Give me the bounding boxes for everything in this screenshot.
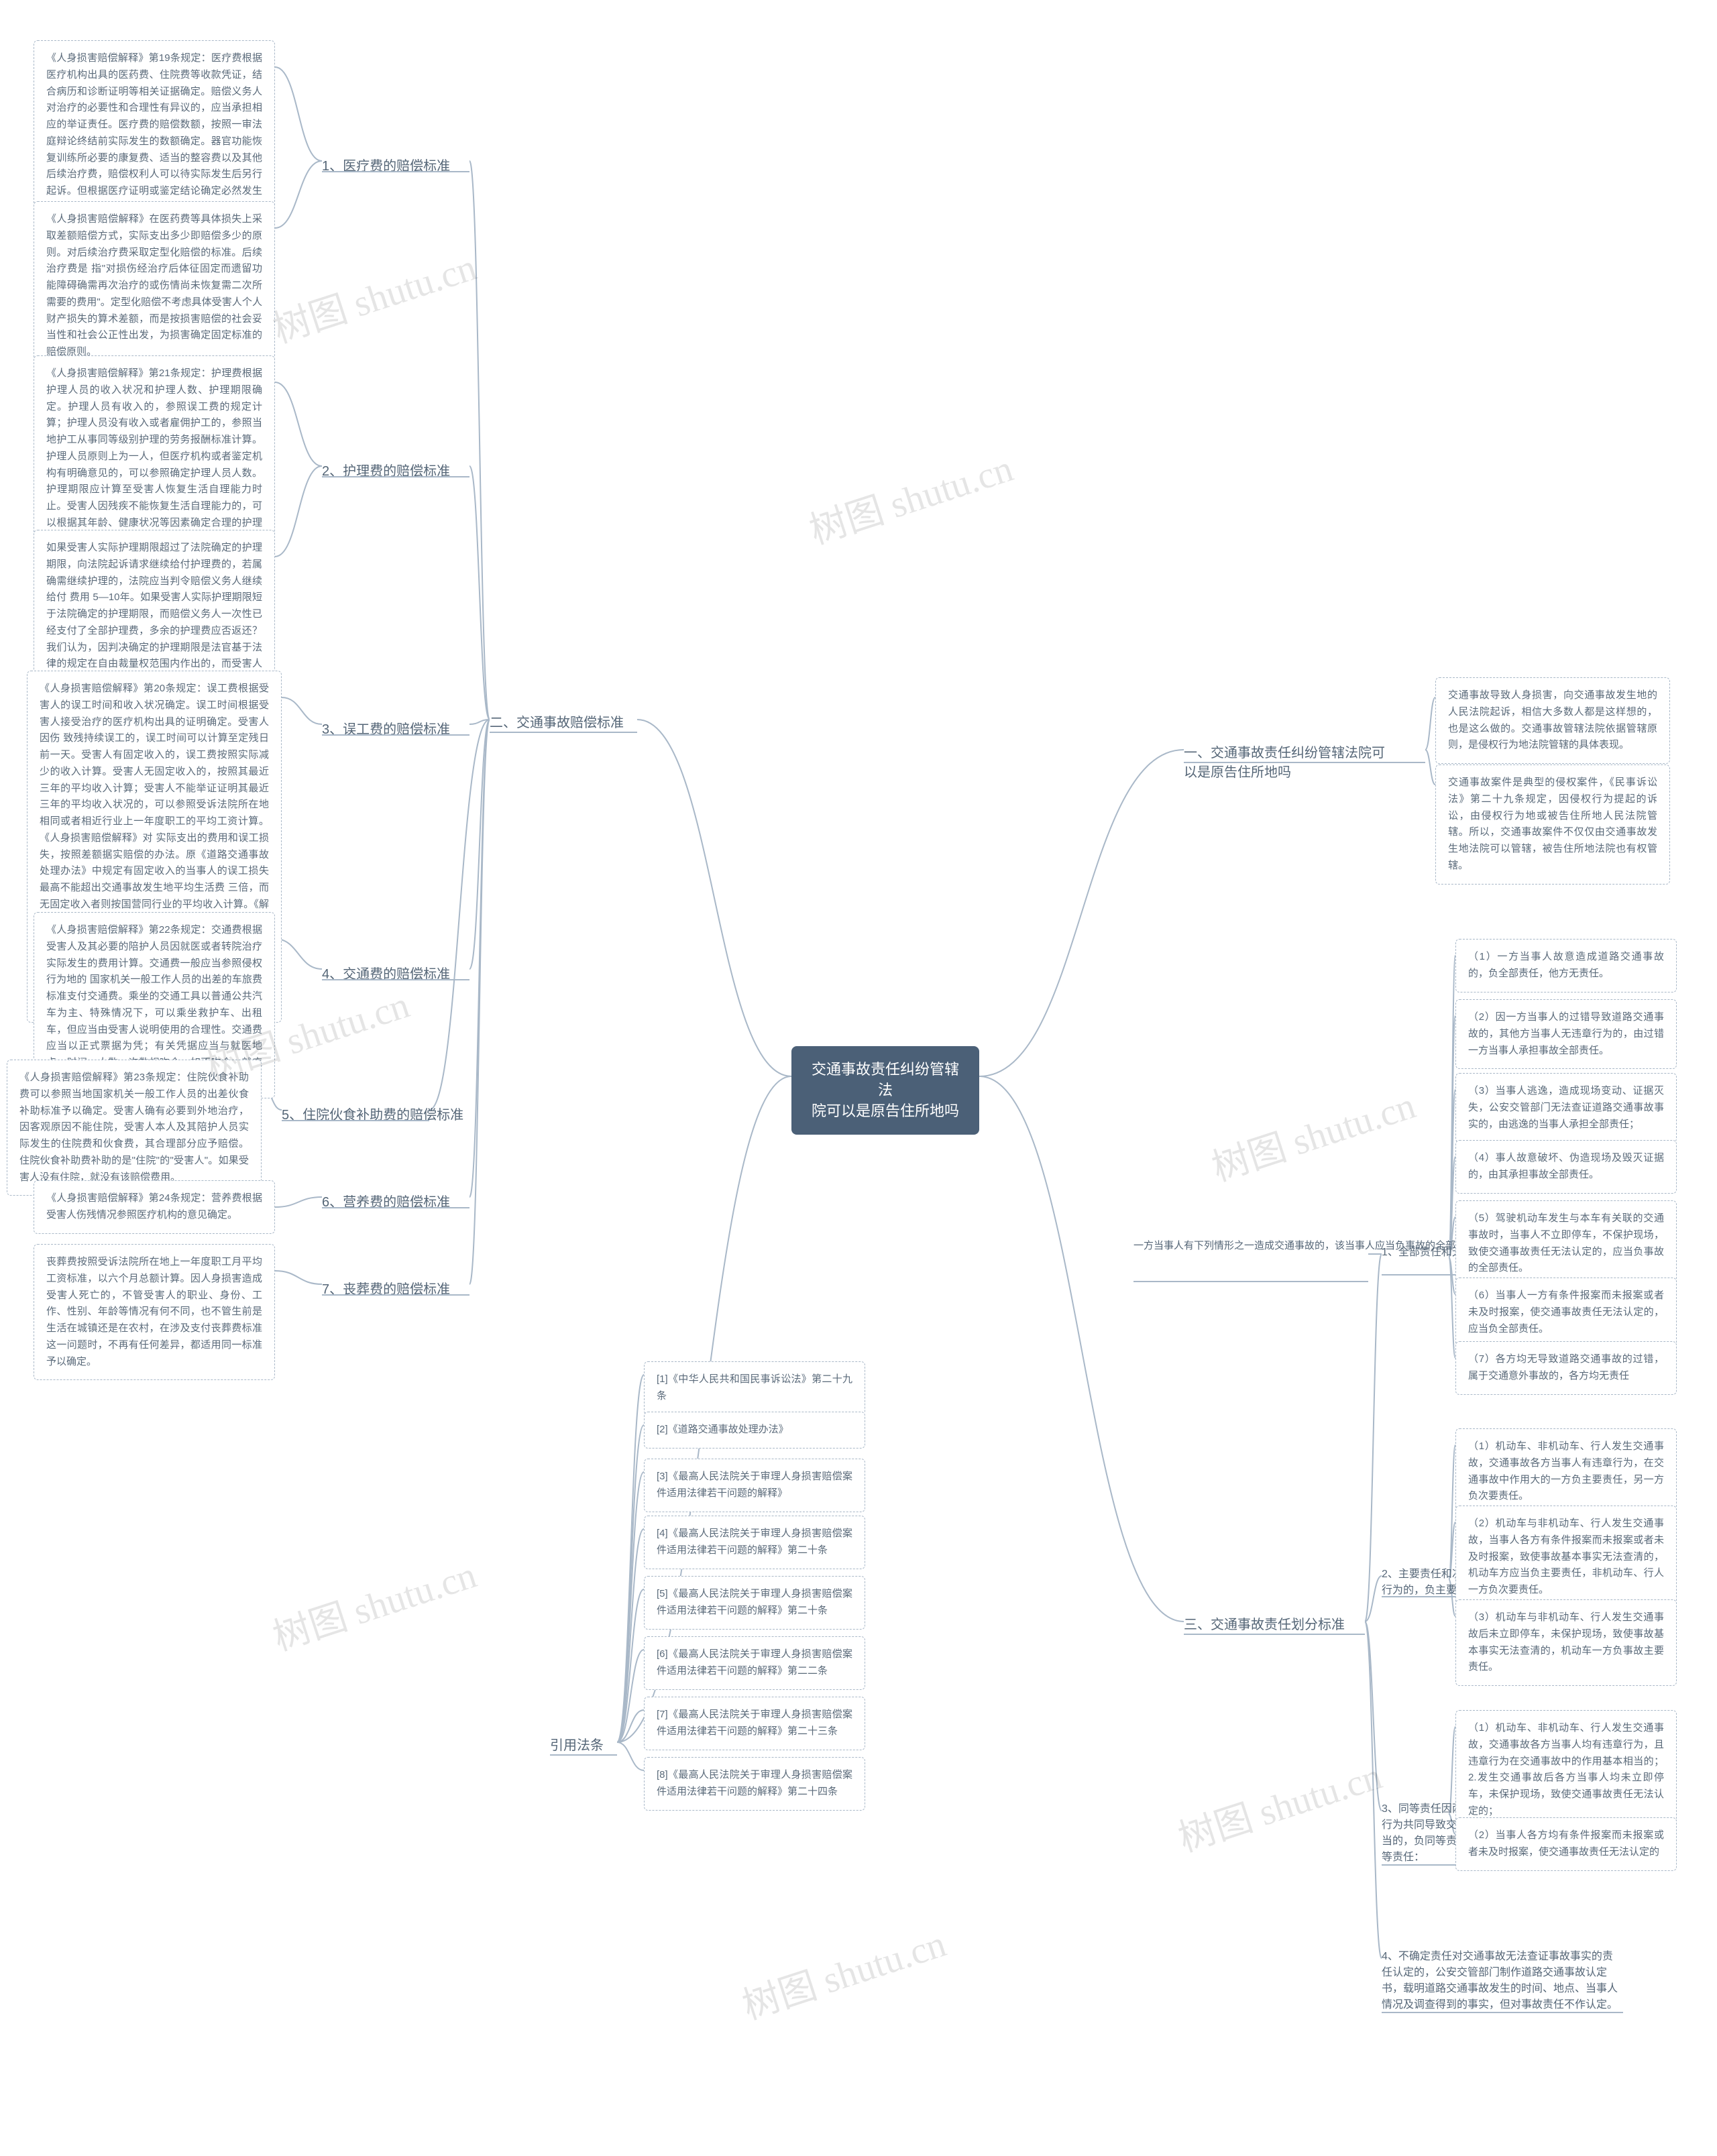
leaf-m10: 丧葬费按照受诉法院所在地上一年度职工月平均工资标准，以六个月总额计算。因人身损害… bbox=[34, 1244, 275, 1380]
leaf-r6: （6）当事人一方有条件报案而未报案或者未及时报案，使交通事故责任无法认定的，应当… bbox=[1455, 1278, 1677, 1347]
sub-s21: 1、医疗费的赔偿标准 bbox=[322, 151, 469, 178]
leaf-r2: （2）因一方当事人的过错导致道路交通事故的，其他方当事人无违章行为的，由过错一方… bbox=[1455, 999, 1677, 1069]
leaf-e2: （2）当事人各方均有条件报案而未报案或者未及时报案，使交通事故责任无法认定的 bbox=[1455, 1817, 1677, 1871]
leaf-q2: （2）机动车与非机动车、行人发生交通事故，当事人各方有条件报案而未报案或者未及时… bbox=[1455, 1506, 1677, 1609]
root-node: 交通事故责任纠纷管辖法 院可以是原告住所地吗 bbox=[791, 1046, 979, 1135]
leaf-c1: [1]《中华人民共和国民事诉讼法》第二十九条 bbox=[644, 1361, 865, 1415]
leaf-m9: 《人身损害赔偿解释》第24条规定：营养费根据受害人伤残情况参照医疗机构的意见确定… bbox=[34, 1180, 275, 1234]
sub-s23: 3、误工费的赔偿标准 bbox=[322, 714, 469, 742]
leaf-q1: （1）机动车、非机动车、行人发生交通事故，交通事故各方当事人有违章行为，在交通事… bbox=[1455, 1428, 1677, 1515]
wrap-s31: 一方当事人有下列情形之一造成交通事故的，该当事人应当负事故的全部责任，事故其他方… bbox=[1133, 1234, 1368, 1258]
branch-b2: 二、交通事故赔偿标准 bbox=[490, 707, 637, 735]
leaf-m1: 《人身损害赔偿解释》第19条规定：医疗费根据医疗机构出具的医药费、住院费等收款凭… bbox=[34, 40, 275, 227]
leaf-c6: [6]《最高人民法院关于审理人身损害赔偿案件适用法律若干问题的解释》第二二条 bbox=[644, 1636, 865, 1690]
leaf-l1a: 交通事故导致人身损害，向交通事故发生地的人民法院起诉，相信大多数人都是这样想的，… bbox=[1435, 677, 1670, 764]
leaf-r3: （3）当事人逃逸，造成现场变动、证据灭失，公安交管部门无法查证道路交通事故事实的… bbox=[1455, 1073, 1677, 1143]
branch-bcite: 引用法条 bbox=[550, 1730, 617, 1758]
sub-s26: 6、营养费的赔偿标准 bbox=[322, 1187, 469, 1214]
sub-s34: 4、不确定责任对交通事故无法查证事故事实的责任认定的，公安交管部门制作道路交通事… bbox=[1382, 1945, 1623, 2017]
leaf-c7: [7]《最高人民法院关于审理人身损害赔偿案件适用法律若干问题的解释》第二十三条 bbox=[644, 1697, 865, 1750]
sub-s22: 2、护理费的赔偿标准 bbox=[322, 456, 469, 484]
leaf-c8: [8]《最高人民法院关于审理人身损害赔偿案件适用法律若干问题的解释》第二十四条 bbox=[644, 1757, 865, 1811]
leaf-r5: （5）驾驶机动车发生与本车有关联的交通事故时，当事人不立即停车，不保护现场，致使… bbox=[1455, 1200, 1677, 1287]
leaf-c5: [5]《最高人民法院关于审理人身损害赔偿案件适用法律若干问题的解释》第二十条 bbox=[644, 1576, 865, 1630]
leaf-q3: （3）机动车与非机动车、行人发生交通事故后未立即停车，未保护现场，致使事故基本事… bbox=[1455, 1599, 1677, 1686]
leaf-c4: [4]《最高人民法院关于审理人身损害赔偿案件适用法律若干问题的解释》第二十条 bbox=[644, 1516, 865, 1569]
leaf-e1: （1）机动车、非机动车、行人发生交通事故，交通事故各方当事人均有违章行为，且违章… bbox=[1455, 1710, 1677, 1830]
leaf-r7: （7）各方均无导致道路交通事故的过错，属于交通意外事故的，各方均无责任 bbox=[1455, 1341, 1677, 1395]
branch-b3: 三、交通事故责任划分标准 bbox=[1184, 1609, 1365, 1637]
sub-s25: 5、住院伙食补助费的赔偿标准 bbox=[282, 1100, 429, 1127]
leaf-l1b: 交通事故案件是典型的侵权案件，《民事诉讼法》第二十九条规定，因侵权行为提起的诉讼… bbox=[1435, 764, 1670, 885]
leaf-m8: 《人身损害赔偿解释》第23条规定：住院伙食补助费可以参照当地国家机关一般工作人员… bbox=[7, 1060, 262, 1196]
leaf-r4: （4）事人故意破坏、伪造现场及毁灭证据的，由其承担事故全部责任。 bbox=[1455, 1140, 1677, 1194]
leaf-c3: [3]《最高人民法院关于审理人身损害赔偿案件适用法律若干问题的解释》 bbox=[644, 1459, 865, 1512]
leaf-r1: （1）一方当事人故意造成道路交通事故的，负全部责任，他方无责任。 bbox=[1455, 939, 1677, 992]
leaf-c2: [2]《道路交通事故处理办法》 bbox=[644, 1412, 865, 1449]
leaf-m2: 《人身损害赔偿解释》在医药费等具体损失上采取差额赔偿方式，实际支出多少即赔偿多少… bbox=[34, 201, 275, 371]
branch-b1: 一、交通事故责任纠纷管辖法院可 以是原告住所地吗 bbox=[1184, 738, 1425, 785]
sub-s27: 7、丧葬费的赔偿标准 bbox=[322, 1274, 469, 1302]
sub-s24: 4、交通费的赔偿标准 bbox=[322, 959, 469, 986]
